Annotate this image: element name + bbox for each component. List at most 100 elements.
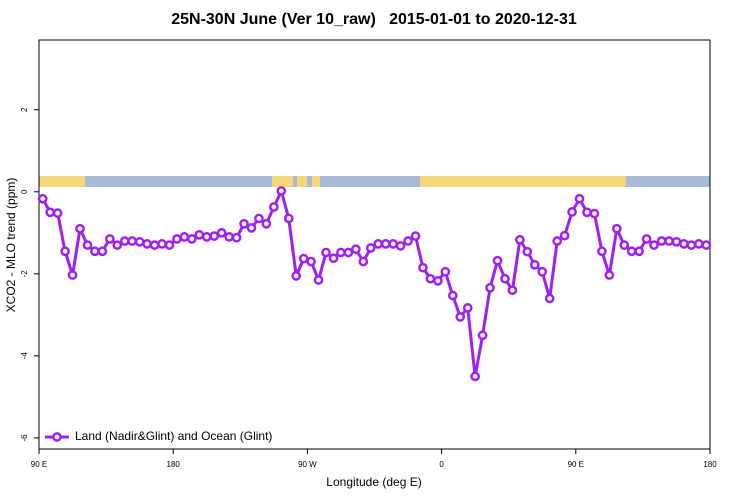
point: [492, 255, 503, 266]
point: [306, 256, 316, 267]
point: [134, 236, 145, 247]
point: [611, 223, 622, 234]
point: [544, 293, 555, 304]
point: [254, 213, 264, 224]
point: [269, 202, 279, 212]
point: [157, 239, 167, 249]
x-tick-label: 90 W: [298, 460, 317, 469]
point: [164, 240, 175, 250]
legend-marker: [52, 432, 62, 442]
point: [500, 273, 510, 284]
surface-strip: [39, 176, 710, 187]
point: [328, 253, 339, 264]
point: [664, 236, 674, 246]
point: [388, 239, 398, 249]
point: [693, 239, 704, 249]
point: [209, 231, 220, 241]
point: [90, 246, 100, 257]
series-line: [41, 189, 707, 378]
x-tick-label: 180: [703, 460, 717, 469]
point: [75, 223, 85, 234]
point: [626, 246, 637, 257]
x-tick-label: 0: [439, 460, 444, 469]
point: [641, 234, 652, 244]
point: [52, 208, 63, 218]
point: [701, 240, 712, 250]
point: [425, 273, 436, 284]
point: [418, 262, 428, 273]
legend-label: Land (Nadir&Glint) and Ocean (Glint): [75, 429, 272, 443]
x-tick-label: 90 E: [31, 460, 47, 469]
y-tick-label: -6: [20, 434, 29, 442]
point: [127, 236, 138, 246]
point: [172, 234, 182, 244]
point: [358, 256, 369, 267]
point: [351, 244, 361, 255]
point: [261, 218, 272, 229]
point: [686, 240, 697, 250]
point: [574, 193, 585, 204]
point: [567, 207, 577, 217]
land-band: [312, 176, 320, 187]
point: [216, 227, 227, 238]
point: [410, 231, 421, 241]
point: [440, 266, 451, 277]
point: [395, 241, 406, 251]
point: [529, 259, 540, 270]
point: [470, 371, 480, 382]
point: [313, 275, 324, 285]
point: [276, 186, 287, 196]
ocean-band: [39, 176, 710, 187]
point: [515, 234, 525, 245]
point: [194, 230, 205, 240]
point: [179, 232, 190, 242]
point: [679, 239, 689, 249]
point: [597, 246, 607, 257]
point: [82, 240, 93, 250]
point: [447, 290, 458, 301]
land-band: [297, 176, 307, 187]
chart-title: 25N-30N June (Ver 10_raw) 2015-01-01 to …: [171, 11, 577, 28]
point: [45, 207, 56, 218]
point: [239, 218, 249, 229]
point: [67, 270, 78, 280]
y-tick-label: -2: [20, 270, 29, 278]
point: [97, 246, 108, 257]
point: [507, 285, 518, 296]
point: [649, 240, 659, 250]
point: [522, 246, 533, 257]
point: [462, 303, 473, 313]
point: [104, 234, 115, 244]
point: [589, 208, 600, 219]
point: [283, 213, 294, 224]
point: [619, 240, 630, 250]
x-tick-label: 180: [167, 460, 181, 469]
point: [112, 240, 123, 250]
point: [60, 246, 70, 257]
point: [552, 236, 563, 246]
point: [336, 247, 346, 258]
y-tick-label: -4: [20, 352, 29, 360]
point: [224, 232, 234, 242]
point: [477, 330, 488, 341]
point: [321, 247, 331, 258]
point: [246, 223, 257, 233]
land-band: [420, 176, 626, 187]
point: [119, 236, 130, 246]
point: [537, 266, 548, 277]
point: [403, 236, 413, 246]
point: [298, 253, 309, 264]
point: [186, 234, 197, 244]
point: [582, 207, 592, 218]
point: [231, 232, 242, 243]
point: [142, 239, 152, 249]
x-tick-label: 90 E: [568, 460, 584, 469]
point: [373, 239, 384, 249]
point: [559, 230, 570, 241]
point: [433, 275, 443, 286]
point: [365, 243, 376, 253]
y-tick-label: 2: [20, 107, 29, 112]
point: [149, 240, 160, 250]
land-band: [39, 176, 85, 187]
